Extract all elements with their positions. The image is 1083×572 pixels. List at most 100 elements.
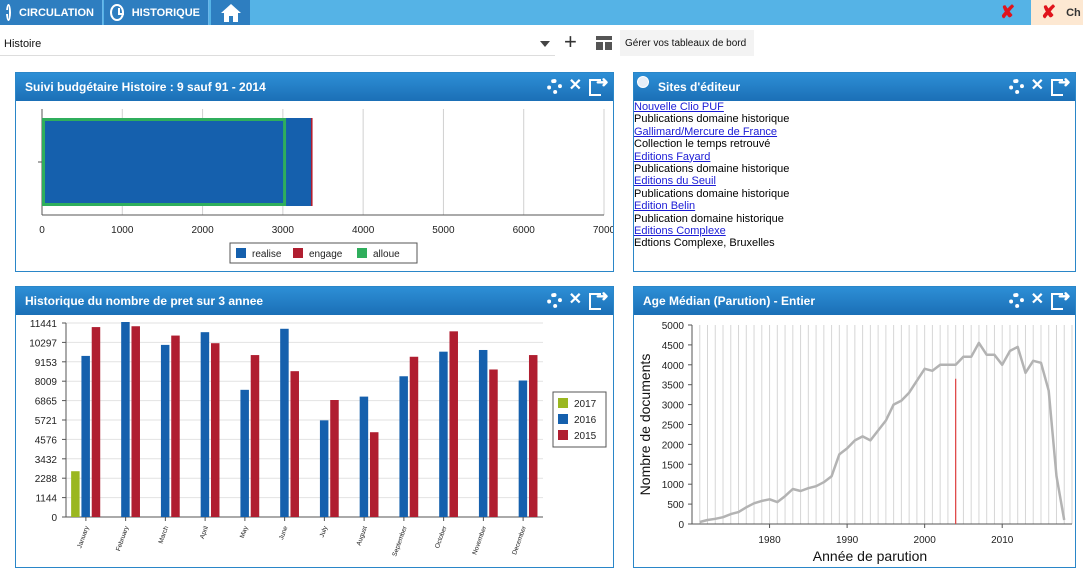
x-tick-label: November — [471, 525, 488, 556]
bar-2016 — [319, 420, 329, 517]
y-tick-label: 0 — [678, 520, 684, 531]
historique-button[interactable]: HISTORIQUE — [104, 0, 209, 25]
add-widget-button[interactable]: + — [564, 29, 577, 54]
site-link[interactable]: Gallimard/Mercure de France — [634, 125, 778, 138]
close-icon[interactable]: ✘ — [1000, 2, 1016, 22]
x-tick-label: December — [511, 525, 528, 556]
legend-label: 2017 — [574, 399, 597, 410]
site-link[interactable]: Nouvelle Clio PUF — [634, 101, 724, 113]
close-icon[interactable]: ✕ — [568, 291, 582, 308]
exit-icon[interactable] — [1051, 289, 1071, 310]
layout-icon[interactable] — [596, 36, 612, 50]
site-link[interactable]: Editions Fayard — [634, 150, 711, 163]
globe-icon — [637, 76, 649, 88]
x-tick-label: February — [115, 525, 131, 553]
history-icon — [110, 4, 124, 21]
legend-label: 2015 — [574, 431, 597, 442]
bar-2016 — [160, 344, 170, 517]
close-icon[interactable]: ✕ — [1030, 77, 1044, 94]
manage-dashboards-button[interactable]: Gérer vos tableaux de bord — [620, 30, 755, 56]
legend-box — [229, 242, 418, 264]
y-tick-label: 3500 — [662, 381, 685, 392]
close-tab-button[interactable]: ✘ Ch — [1031, 0, 1083, 25]
y-tick-label: 4000 — [662, 361, 685, 372]
series-line — [699, 341, 1066, 524]
site-description: Collection le temps retrouvé — [634, 138, 771, 151]
x-tick-label: July — [319, 525, 330, 539]
circulation-button[interactable]: CIRCULATION — [0, 0, 103, 25]
list-item: Editions du Seuil Publications domaine h… — [634, 175, 1075, 200]
legend-label: alloue — [373, 249, 400, 260]
age-panel-title: Age Médian (Parution) - Entier — [643, 294, 816, 308]
site-description: Publication domaine historique — [634, 212, 784, 225]
x-tick-label: 2000 — [191, 225, 214, 236]
list-item: Gallimard/Mercure de France Collection l… — [634, 126, 1075, 151]
list-item: Editions Complexe Edtions Complexe, Brux… — [634, 225, 1075, 250]
age-chart: 0 500 1000 1500 2000 2500 3000 3500 4000 4500 5000… — [637, 321, 1073, 564]
legend-swatch — [236, 248, 246, 258]
site-description: Publications domaine historique — [634, 163, 790, 176]
x-tick-label: 2000 — [914, 535, 937, 546]
exit-icon[interactable] — [589, 289, 609, 310]
bar-2015 — [91, 327, 101, 517]
sites-panel: Sites d'éditeur ✕ Nouvelle Clio PUF Publ… — [633, 72, 1076, 272]
exit-icon[interactable] — [1051, 75, 1071, 96]
bar-2015 — [131, 326, 140, 517]
bar-2015 — [528, 355, 538, 517]
x-tick-label: 5000 — [432, 225, 455, 236]
gear-icon[interactable] — [546, 78, 562, 94]
x-tick-label: October — [434, 525, 449, 550]
x-tick-label: 1000 — [111, 225, 134, 236]
bar-2015 — [330, 399, 339, 517]
bar-2015 — [250, 355, 260, 517]
bar-2015 — [449, 331, 458, 517]
x-tick-label: April — [199, 525, 210, 540]
gear-icon[interactable] — [546, 292, 562, 308]
age-panel: Age Médian (Parution) - Entier ✕ 0 500 100… — [633, 286, 1076, 568]
bar-2015 — [171, 335, 180, 517]
y-axis-label: Nombre de documents — [637, 354, 653, 496]
circulation-icon — [3, 4, 12, 21]
x-tick-label: 6000 — [513, 225, 536, 236]
site-description: Publications domaine historique — [634, 113, 790, 126]
dashboard-select[interactable]: Histoire — [0, 32, 555, 56]
loans-panel: Historique du nombre de pret sur 3 annee… — [15, 286, 614, 568]
x-tick-label: August — [356, 525, 370, 547]
y-tick-label: 2500 — [662, 421, 685, 432]
budget-panel: Suivi budgétaire Histoire : 9 sauf 91 - … — [15, 72, 616, 272]
bar-2015 — [210, 343, 220, 517]
site-description: Publications domaine historique — [634, 187, 790, 200]
exit-icon[interactable] — [589, 75, 609, 96]
gear-icon[interactable] — [1008, 78, 1024, 94]
gear-icon[interactable] — [1008, 292, 1024, 308]
bar-2016 — [359, 396, 369, 517]
y-tick-label: 1144 — [35, 494, 57, 505]
y-tick-label: 3000 — [662, 401, 685, 412]
legend-label: realise — [252, 249, 282, 260]
x-tick-label: 3000 — [272, 225, 295, 236]
close-icon[interactable]: ✕ — [1030, 291, 1044, 308]
budget-panel-title: Suivi budgétaire Histoire : 9 sauf 91 - … — [25, 80, 266, 94]
chevron-down-icon — [540, 41, 550, 47]
budget-chart: 0 1000 2000 3000 4000 5000 6000 7000 realise enga… — [38, 109, 616, 264]
legend-swatch — [293, 248, 303, 258]
bar-2015 — [369, 432, 379, 517]
x-tick-label: January — [76, 525, 91, 550]
site-link[interactable]: Editions du Seuil — [634, 175, 716, 188]
dashboard-toolbar: Histoire + Gérer vos tableaux de bord — [0, 26, 1083, 58]
bar-2016 — [200, 332, 210, 517]
site-link[interactable]: Edition Belin — [634, 200, 696, 213]
legend-label: engage — [309, 249, 343, 260]
x-tick-label: 2010 — [991, 535, 1014, 546]
x-tick-label: June — [278, 525, 290, 541]
close-icon[interactable]: ✕ — [568, 77, 582, 94]
close-tab-label: Ch — [1066, 6, 1081, 19]
bar-2016 — [439, 351, 448, 517]
home-button[interactable] — [211, 0, 250, 25]
bar-2016 — [518, 380, 528, 517]
sites-panel-title: Sites d'éditeur — [658, 80, 741, 94]
bar-2016 — [478, 349, 488, 517]
loans-panel-title: Historique du nombre de pret sur 3 annee — [25, 294, 264, 308]
site-link[interactable]: Editions Complexe — [634, 225, 726, 238]
bar-2016 — [240, 389, 249, 517]
